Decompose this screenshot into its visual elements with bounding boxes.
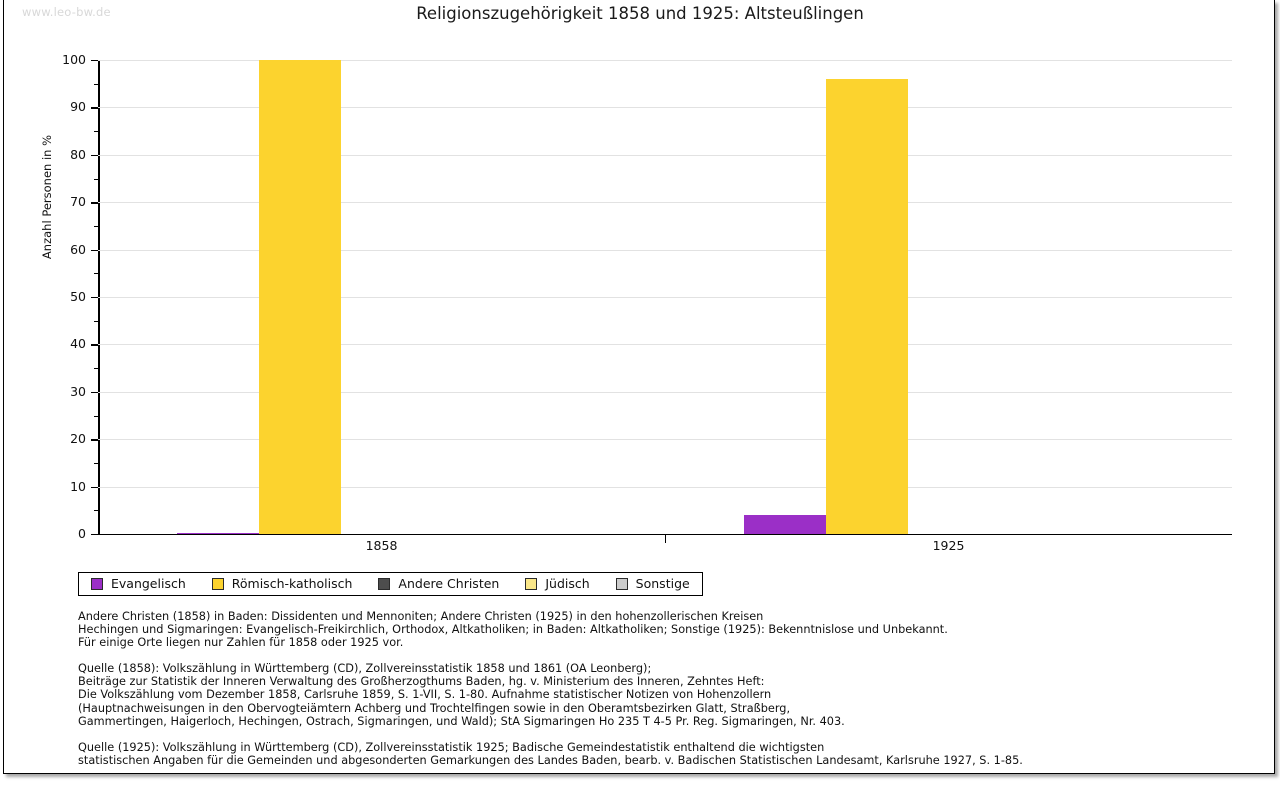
legend-swatch-icon — [91, 577, 103, 590]
page-border — [3, 0, 1275, 774]
y-tick-minor — [94, 510, 98, 512]
legend-item-label: Andere Christen — [398, 576, 500, 591]
y-tick-minor — [94, 415, 98, 417]
footnote-line: statistischen Angaben für die Gemeinden … — [78, 753, 1023, 767]
y-tick-major — [91, 486, 98, 488]
y-tick-label: 10 — [70, 478, 86, 494]
gridline — [98, 439, 1232, 441]
footnote-line: Quelle (1858): Volkszählung in Württembe… — [78, 662, 652, 676]
legend-item-andere-christen[interactable]: Andere Christen — [378, 576, 499, 591]
watermark-label: www.leo-bw.de — [22, 5, 111, 19]
footnote-line: Hechingen und Sigmaringen: Evangelisch-F… — [78, 623, 948, 637]
legend-item-label: Jüdisch — [545, 576, 590, 591]
x-tick-label: 1858 — [365, 538, 398, 553]
y-tick-label: 80 — [70, 146, 86, 162]
gridline — [98, 60, 1232, 61]
y-tick-major — [91, 297, 98, 299]
legend-item-label: Sonstige — [635, 576, 690, 591]
legend-swatch-icon — [615, 577, 628, 590]
plot-frame — [98, 60, 1232, 535]
bar-1858-evangelisch[interactable] — [176, 532, 259, 534]
footnote-line: (Hauptnachweisungen in den Obervogteiämt… — [78, 701, 791, 715]
footnote-line: Gammertingen, Haigerloch, Hechingen, Ost… — [78, 714, 845, 728]
y-tick-label: 30 — [70, 383, 86, 399]
gridline — [98, 202, 1232, 204]
y-tick-minor — [94, 273, 98, 275]
y-tick-label: 50 — [70, 289, 86, 304]
y-tick-label: 100 — [62, 52, 86, 67]
gridline — [98, 297, 1232, 298]
footnote-line: Quelle (1925): Volkszählung in Württembe… — [78, 740, 825, 754]
y-tick-minor — [94, 131, 98, 133]
legend-item-evangelisch[interactable]: Evangelisch — [91, 576, 186, 591]
footnote-block: Quelle (1858): Volkszählung in Württembe… — [78, 662, 1198, 727]
gridline — [98, 344, 1232, 346]
y-tick-major — [91, 202, 98, 204]
gridline — [98, 154, 1232, 156]
y-tick-minor — [94, 83, 98, 85]
footnotes: Andere Christen (1858) in Baden: Disside… — [78, 610, 1198, 780]
legend-item-r-misch-katholisch[interactable]: Römisch-katholisch — [211, 576, 353, 591]
y-tick-major — [91, 60, 98, 62]
y-tick-major — [91, 249, 98, 251]
y-tick-major — [91, 107, 98, 109]
y-axis-title: Anzahl Personen in % — [40, 134, 54, 260]
y-tick-major — [91, 534, 98, 536]
plot-area — [98, 60, 1232, 535]
gridline — [98, 249, 1232, 251]
chart-legend: Evangelisch Römisch-katholisch Andere Chri… — [78, 572, 703, 596]
legend-swatch-icon — [378, 577, 391, 590]
footnote-line: Für einige Orte liegen nur Zahlen für 18… — [78, 636, 404, 650]
y-tick-major — [91, 154, 98, 157]
y-tick-label: 90 — [70, 99, 86, 115]
legend-item-sonstige[interactable]: Sonstige — [615, 576, 690, 591]
legend-item-label: Evangelisch — [111, 576, 186, 591]
footnote-block: Andere Christen (1858) in Baden: Disside… — [78, 610, 1198, 649]
bar-1925-r-misch-katholisch[interactable] — [825, 79, 908, 534]
y-tick-label: 70 — [70, 194, 86, 210]
y-tick-minor — [94, 368, 98, 370]
footnote-block: Quelle (1925): Volkszählung in Württembe… — [78, 741, 1198, 767]
y-tick-minor — [94, 462, 98, 465]
bar-1858-r-misch-katholisch[interactable] — [258, 60, 341, 534]
gridline — [98, 391, 1232, 393]
y-tick-major — [91, 439, 98, 441]
y-tick-label: 0 — [78, 526, 86, 541]
footnote-line: Die Volkszählung vom Dezember 1858, Carl… — [78, 688, 772, 702]
gridline — [98, 107, 1232, 109]
legend-swatch-icon — [525, 577, 538, 590]
y-tick-label: 20 — [70, 431, 86, 447]
y-tick-label: 40 — [70, 336, 86, 352]
page-title: Religionszugehörigkeit 1858 und 1925: Al… — [416, 4, 864, 23]
legend-item-j-disch[interactable]: Jüdisch — [525, 576, 590, 591]
y-tick-minor — [94, 225, 98, 228]
y-tick-minor — [94, 320, 98, 322]
y-tick-major — [91, 391, 98, 394]
x-group-separator-tick — [665, 535, 667, 543]
legend-item-label: Römisch-katholisch — [231, 576, 353, 591]
legend-swatch-icon — [211, 577, 224, 590]
y-tick-minor — [94, 178, 98, 180]
y-tick-label: 60 — [70, 241, 86, 257]
x-tick-label: 1925 — [932, 538, 965, 553]
footnote-line: Andere Christen (1858) in Baden: Disside… — [78, 610, 764, 623]
y-tick-major — [91, 344, 98, 346]
gridline — [98, 486, 1232, 488]
footnote-line: Beiträge zur Statistik der Inneren Verwa… — [78, 675, 765, 689]
bar-1925-evangelisch[interactable] — [743, 514, 826, 534]
